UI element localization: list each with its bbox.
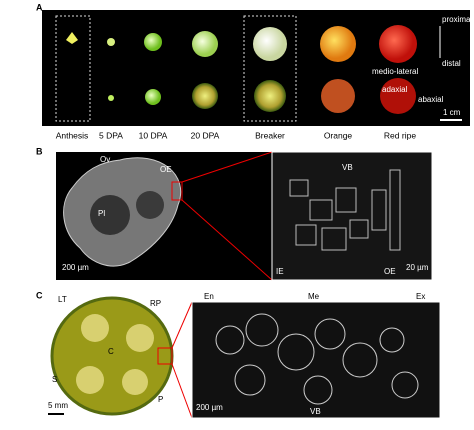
tissue-label: En	[204, 292, 214, 301]
panel-label: B	[36, 146, 43, 156]
tissue-label: Ex	[416, 292, 425, 301]
fruit-series	[66, 25, 417, 114]
zoom-line	[181, 199, 273, 281]
scale-label: 20 µm	[406, 263, 429, 272]
zoom-line	[171, 363, 193, 419]
scale-label: 200 µm	[196, 403, 223, 412]
tissue-label: S	[52, 375, 57, 384]
axis-label: adaxial	[382, 85, 408, 94]
tissue-label: LT	[58, 295, 67, 304]
stage-label: 20 DPA	[191, 130, 220, 140]
stage-label: Orange	[324, 130, 353, 140]
locule	[126, 324, 154, 352]
micrograph	[271, 151, 433, 281]
zoom-box	[157, 347, 173, 365]
tissue-label: C	[108, 347, 114, 356]
stage-label: Red ripe	[384, 130, 416, 140]
stage-label: 10 DPA	[139, 130, 168, 140]
panel-label: A	[36, 2, 43, 12]
locule	[90, 195, 130, 235]
tissue-label: OE	[160, 165, 172, 174]
zoom-line	[181, 151, 273, 183]
micrograph	[191, 301, 441, 419]
tissue-label: Pl	[98, 209, 105, 218]
zoom-box	[171, 181, 183, 201]
tissue-label: P	[158, 395, 163, 404]
scale-label: 1 cm	[443, 108, 461, 117]
locule	[76, 366, 104, 394]
tissue-label: Me	[308, 292, 320, 301]
tissue-label: OE	[384, 267, 396, 276]
stage-label: Anthesis	[56, 130, 89, 140]
dashed-box	[55, 15, 91, 122]
axis-label: proximal	[442, 15, 472, 24]
panel-label: C	[36, 290, 43, 300]
scale-label: 200 µm	[62, 263, 89, 272]
locule	[122, 369, 148, 395]
tissue-label: IE	[276, 267, 284, 276]
zoom-line	[171, 301, 193, 349]
locule	[81, 314, 109, 342]
tissue-label: RP	[150, 299, 161, 308]
tissue-label: VB	[310, 407, 321, 416]
cell-pattern	[289, 169, 401, 251]
stage-label: 5 DPA	[99, 130, 123, 140]
tissue-label: VB	[342, 163, 353, 172]
axis-label: abaxial	[418, 95, 444, 104]
stage-label: Breaker	[255, 130, 285, 140]
tissue-label: Ov	[100, 155, 110, 164]
cell-pattern	[215, 313, 419, 405]
axis-label: distal	[442, 59, 461, 68]
axis-label: medio-lateral	[372, 67, 418, 76]
scale-label: 5 mm	[48, 401, 68, 410]
dashed-box	[243, 15, 297, 122]
locule	[136, 191, 164, 219]
